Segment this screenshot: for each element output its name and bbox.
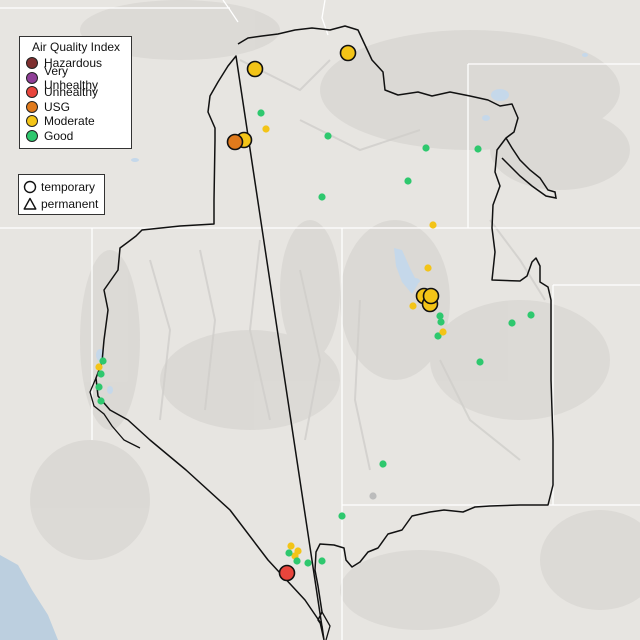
hazardous-swatch-icon <box>26 57 38 70</box>
aqi-marker-moderate[interactable] <box>429 221 437 229</box>
unhealthy-swatch-icon <box>26 86 38 99</box>
legend-item-good: Good <box>26 129 125 144</box>
aqi-marker-good[interactable] <box>338 512 346 520</box>
aqi-marker-good[interactable] <box>422 144 430 152</box>
legend-label: temporary <box>41 179 96 194</box>
aqi-marker-good[interactable] <box>437 318 445 326</box>
region-outline-west-notch <box>89 377 141 449</box>
region-outline-south-spur <box>321 611 331 640</box>
aqi-markers <box>95 44 535 582</box>
aqi-marker-moderate[interactable] <box>422 287 440 305</box>
aqi-marker-moderate[interactable] <box>409 302 417 310</box>
circle-icon <box>23 180 37 194</box>
aqi-marker-good[interactable] <box>97 370 105 378</box>
legend-item-temporary: temporary <box>23 178 100 195</box>
aqi-marker-no-data[interactable] <box>369 492 377 500</box>
aqi-marker-good[interactable] <box>285 549 293 557</box>
aqi-marker-unhealthy[interactable] <box>278 564 296 582</box>
aqi-marker-moderate[interactable] <box>262 125 270 133</box>
aqi-marker-good[interactable] <box>476 358 484 366</box>
terrain-shading <box>30 0 640 630</box>
usg-swatch-icon <box>26 100 38 113</box>
aqi-marker-good[interactable] <box>318 193 326 201</box>
aqi-marker-good[interactable] <box>99 357 107 365</box>
legend-item-usg: USG <box>26 100 125 115</box>
aqi-marker-moderate[interactable] <box>246 60 264 78</box>
ocean <box>0 555 58 640</box>
aqi-marker-good[interactable] <box>436 312 444 320</box>
aqi-marker-good[interactable] <box>324 132 332 140</box>
aqi-marker-good[interactable] <box>257 109 265 117</box>
aqi-legend: Air Quality Index Hazardous Very Unhealt… <box>19 36 132 149</box>
aqi-marker-good[interactable] <box>508 319 516 327</box>
aqi-marker-good[interactable] <box>474 145 482 153</box>
legend-item-permanent: permanent <box>23 195 100 212</box>
aqi-marker-good[interactable] <box>379 460 387 468</box>
legend-label: USG <box>44 99 71 114</box>
aqi-marker-good[interactable] <box>404 177 412 185</box>
aqi-marker-moderate[interactable] <box>339 44 357 62</box>
legend-item-very-unhealthy: Very Unhealthy <box>26 64 125 92</box>
aqi-marker-good[interactable] <box>304 559 312 567</box>
aqi-marker-usg[interactable] <box>226 133 244 151</box>
very-unhealthy-swatch-icon <box>26 71 38 84</box>
aqi-marker-good[interactable] <box>293 557 301 565</box>
triangle-icon <box>23 197 37 211</box>
region-outline-east-notch <box>501 137 557 199</box>
aqi-marker-good[interactable] <box>97 397 105 405</box>
legend-item-unhealthy: Unhealthy <box>26 85 125 100</box>
aqi-marker-good[interactable] <box>527 311 535 319</box>
aqi-marker-moderate[interactable] <box>424 264 432 272</box>
legend-item-hazardous: Hazardous <box>26 56 125 71</box>
moderate-swatch-icon <box>26 115 38 128</box>
legend-title: Air Quality Index <box>32 40 121 54</box>
monitor-type-legend: temporary permanent <box>18 174 105 215</box>
legend-item-moderate: Moderate <box>26 114 125 129</box>
legend-label: permanent <box>41 196 99 211</box>
ridge-lines <box>149 59 546 471</box>
good-swatch-icon <box>26 129 38 142</box>
aqi-marker-moderate[interactable] <box>95 363 103 371</box>
aqi-marker-moderate[interactable] <box>287 542 295 550</box>
legend-label: Good <box>44 128 74 143</box>
legend-label: Unhealthy <box>44 85 99 100</box>
legend-label: Moderate <box>44 114 95 129</box>
aqi-marker-good[interactable] <box>318 557 326 565</box>
region-outline <box>95 25 554 640</box>
legend-label: Hazardous <box>44 56 103 71</box>
aqi-marker-moderate[interactable] <box>439 328 447 336</box>
aqi-marker-good[interactable] <box>95 383 103 391</box>
aqi-marker-good[interactable] <box>434 332 442 340</box>
legend-label: Very Unhealthy <box>44 63 99 92</box>
